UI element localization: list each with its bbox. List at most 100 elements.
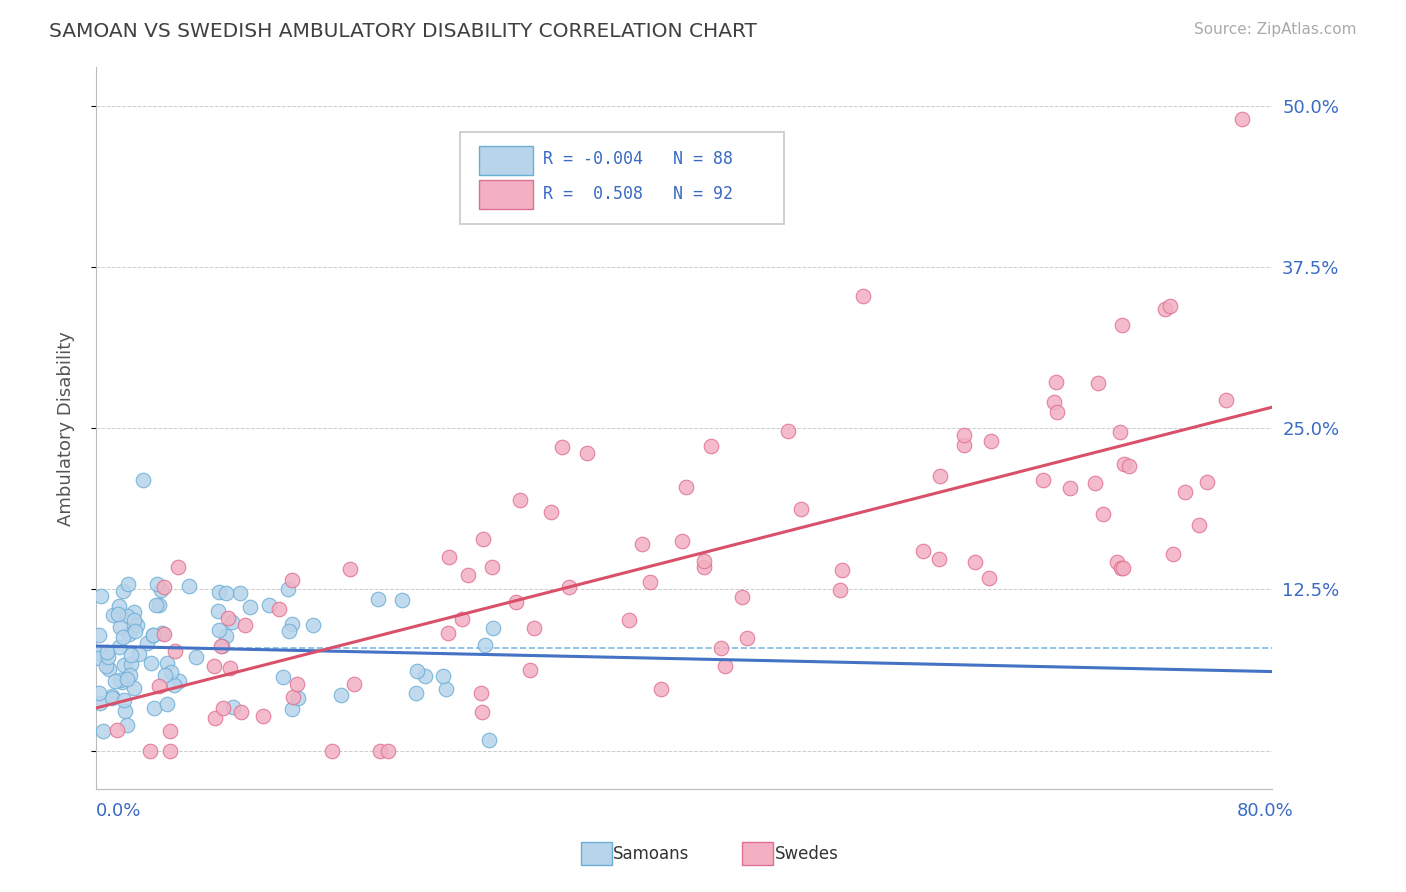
Point — [1188, 518, 1211, 533]
Point — [91, 724, 114, 739]
Point — [912, 544, 935, 558]
Point — [281, 616, 304, 631]
Point — [977, 571, 1000, 585]
Point — [710, 641, 733, 656]
Point — [162, 678, 184, 692]
Point — [339, 562, 361, 576]
Point — [367, 592, 389, 607]
Point — [184, 649, 207, 664]
Y-axis label: Ambulatory Disability: Ambulatory Disability — [56, 331, 75, 525]
Point — [505, 595, 527, 609]
FancyBboxPatch shape — [460, 132, 785, 225]
Point — [215, 629, 238, 643]
Point — [1118, 458, 1140, 473]
Point — [101, 691, 124, 706]
Point — [638, 574, 661, 589]
Text: R = -0.004   N = 88: R = -0.004 N = 88 — [543, 151, 733, 169]
Point — [321, 744, 343, 758]
Point — [150, 626, 173, 640]
Point — [122, 681, 145, 695]
Point — [1087, 376, 1109, 390]
Point — [132, 473, 155, 487]
Point — [342, 676, 364, 690]
Point — [700, 439, 723, 453]
Point — [478, 733, 501, 747]
Point — [432, 669, 454, 683]
Point — [87, 628, 110, 642]
Point — [222, 699, 245, 714]
Point — [1174, 485, 1197, 500]
Point — [142, 628, 165, 642]
Point — [1107, 555, 1129, 569]
Point — [1109, 561, 1132, 575]
Point — [287, 691, 309, 706]
Point — [166, 559, 188, 574]
Point — [229, 586, 252, 600]
Point — [96, 645, 118, 659]
Point — [117, 718, 139, 732]
Point — [117, 577, 139, 591]
Point — [1153, 301, 1175, 316]
Text: Samoans: Samoans — [613, 845, 689, 863]
Point — [156, 656, 179, 670]
Point — [776, 425, 799, 439]
Point — [221, 615, 243, 629]
Point — [406, 664, 429, 678]
Point — [693, 554, 716, 568]
Point — [1042, 395, 1064, 409]
Text: SAMOAN VS SWEDISH AMBULATORY DISABILITY CORRELATION CHART: SAMOAN VS SWEDISH AMBULATORY DISABILITY … — [49, 22, 756, 41]
Point — [1084, 476, 1107, 491]
Point — [928, 552, 950, 566]
Point — [239, 599, 262, 614]
Point — [87, 651, 110, 665]
Point — [219, 661, 242, 675]
Point — [1230, 112, 1253, 126]
Point — [112, 630, 135, 644]
Point — [139, 744, 162, 758]
Point — [231, 705, 253, 719]
Point — [110, 673, 132, 688]
Point — [156, 697, 179, 711]
Point — [1032, 473, 1054, 487]
Point — [122, 606, 145, 620]
Point — [120, 657, 142, 672]
Point — [1215, 392, 1237, 407]
Point — [115, 608, 138, 623]
Point — [257, 598, 280, 612]
Point — [451, 612, 474, 626]
Point — [124, 624, 146, 638]
Point — [280, 574, 302, 588]
Point — [482, 621, 505, 635]
Point — [852, 289, 875, 303]
Point — [89, 646, 111, 660]
Point — [437, 626, 460, 640]
Point — [169, 673, 191, 688]
Point — [285, 677, 308, 691]
Point — [551, 440, 574, 454]
Point — [576, 446, 599, 460]
Point — [377, 744, 399, 758]
Point — [519, 663, 541, 677]
Point — [211, 701, 233, 715]
Point — [211, 639, 233, 653]
Point — [141, 628, 163, 642]
Point — [115, 672, 138, 686]
Point — [1111, 318, 1133, 332]
Point — [143, 701, 166, 715]
Point — [1197, 475, 1219, 490]
Point — [281, 690, 304, 704]
Point — [215, 586, 238, 600]
Point — [1109, 425, 1132, 439]
Point — [204, 711, 226, 725]
Point — [413, 669, 436, 683]
Point — [269, 602, 291, 616]
Point — [108, 620, 131, 634]
Point — [112, 583, 135, 598]
Point — [277, 582, 299, 596]
Point — [112, 658, 135, 673]
Point — [558, 580, 581, 594]
Point — [1046, 405, 1069, 419]
Point — [165, 644, 187, 658]
Point — [98, 662, 121, 676]
Point — [650, 681, 672, 696]
